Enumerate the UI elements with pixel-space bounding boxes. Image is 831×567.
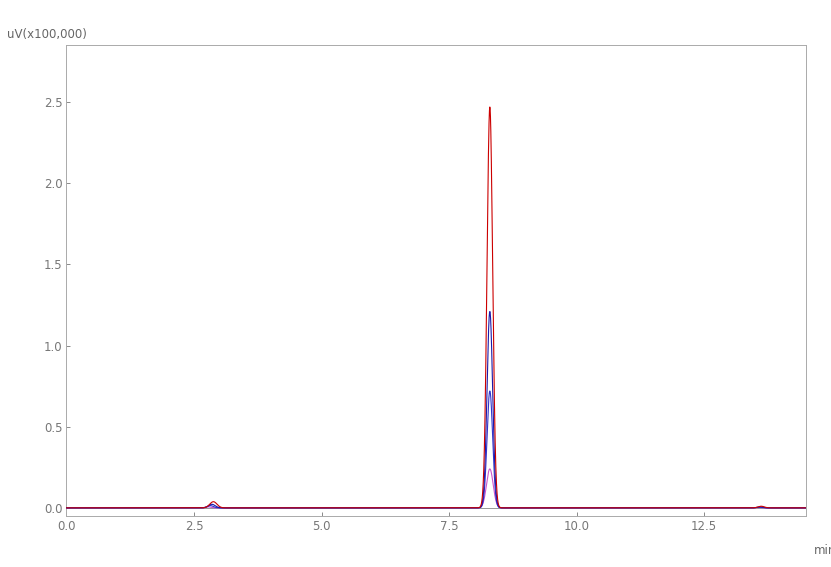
Text: min: min [814,544,831,557]
Text: uV(x100,000): uV(x100,000) [7,28,87,41]
